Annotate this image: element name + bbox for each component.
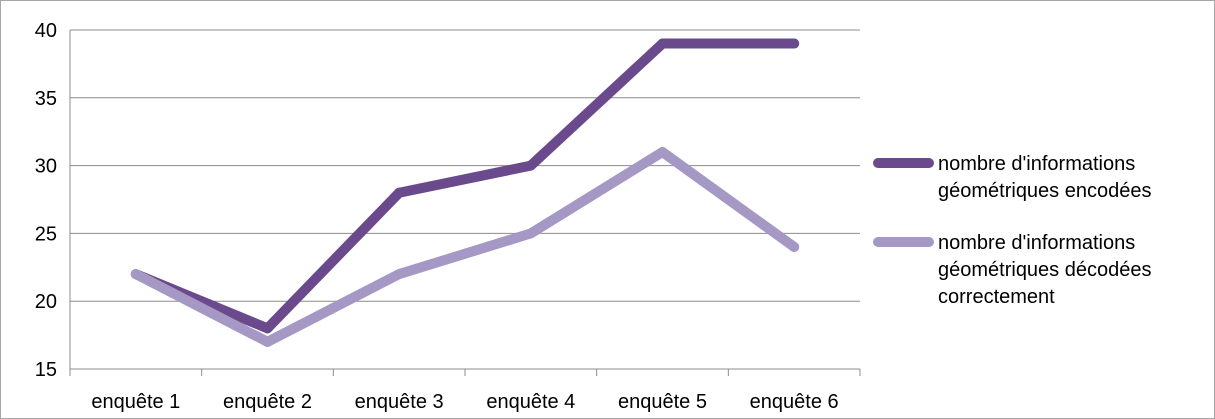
- y-tick-label: 40: [35, 20, 57, 42]
- y-tick-label: 35: [35, 88, 57, 110]
- data-series: [130, 38, 800, 347]
- data-point: [262, 323, 273, 334]
- x-axis-tick-labels: enquête 1 enquête 2 enquête 3 enquête 4 enqu…: [91, 391, 838, 413]
- data-point: [130, 269, 141, 280]
- x-tick-label: enquête 5: [618, 391, 707, 413]
- y-tick-label: 25: [35, 223, 57, 245]
- series-line-2: [130, 147, 800, 347]
- x-tick-label: enquête 2: [223, 391, 312, 413]
- y-tick-label: 15: [35, 359, 57, 381]
- data-point: [657, 38, 668, 49]
- x-tick-label: enquête 1: [91, 391, 180, 413]
- legend: nombre d'informations géométriques encodé…: [873, 153, 1151, 308]
- data-point: [789, 241, 800, 252]
- data-point: [525, 160, 536, 171]
- x-tick-label: enquête 6: [750, 391, 839, 413]
- data-point: [394, 187, 405, 198]
- y-axis-tick-labels: 15 20 25 30 35 40: [35, 20, 57, 381]
- y-tick-label: 20: [35, 291, 57, 313]
- legend-label: géométriques décodées: [938, 259, 1151, 281]
- legend-label: géométriques encodées: [938, 180, 1151, 202]
- legend-label: correctement: [938, 286, 1055, 308]
- data-point: [262, 336, 273, 347]
- legend-label: nombre d'informations: [938, 153, 1135, 175]
- gridlines: [70, 29, 860, 302]
- x-tick-label: enquête 3: [355, 391, 444, 413]
- data-point: [525, 228, 536, 239]
- legend-label: nombre d'informations: [938, 232, 1135, 254]
- data-point: [394, 269, 405, 280]
- y-tick-label: 30: [35, 156, 57, 178]
- series-line-1: [130, 38, 800, 334]
- x-tick-label: enquête 4: [486, 391, 575, 413]
- data-point: [657, 147, 668, 158]
- data-point: [789, 38, 800, 49]
- axes: [69, 30, 861, 376]
